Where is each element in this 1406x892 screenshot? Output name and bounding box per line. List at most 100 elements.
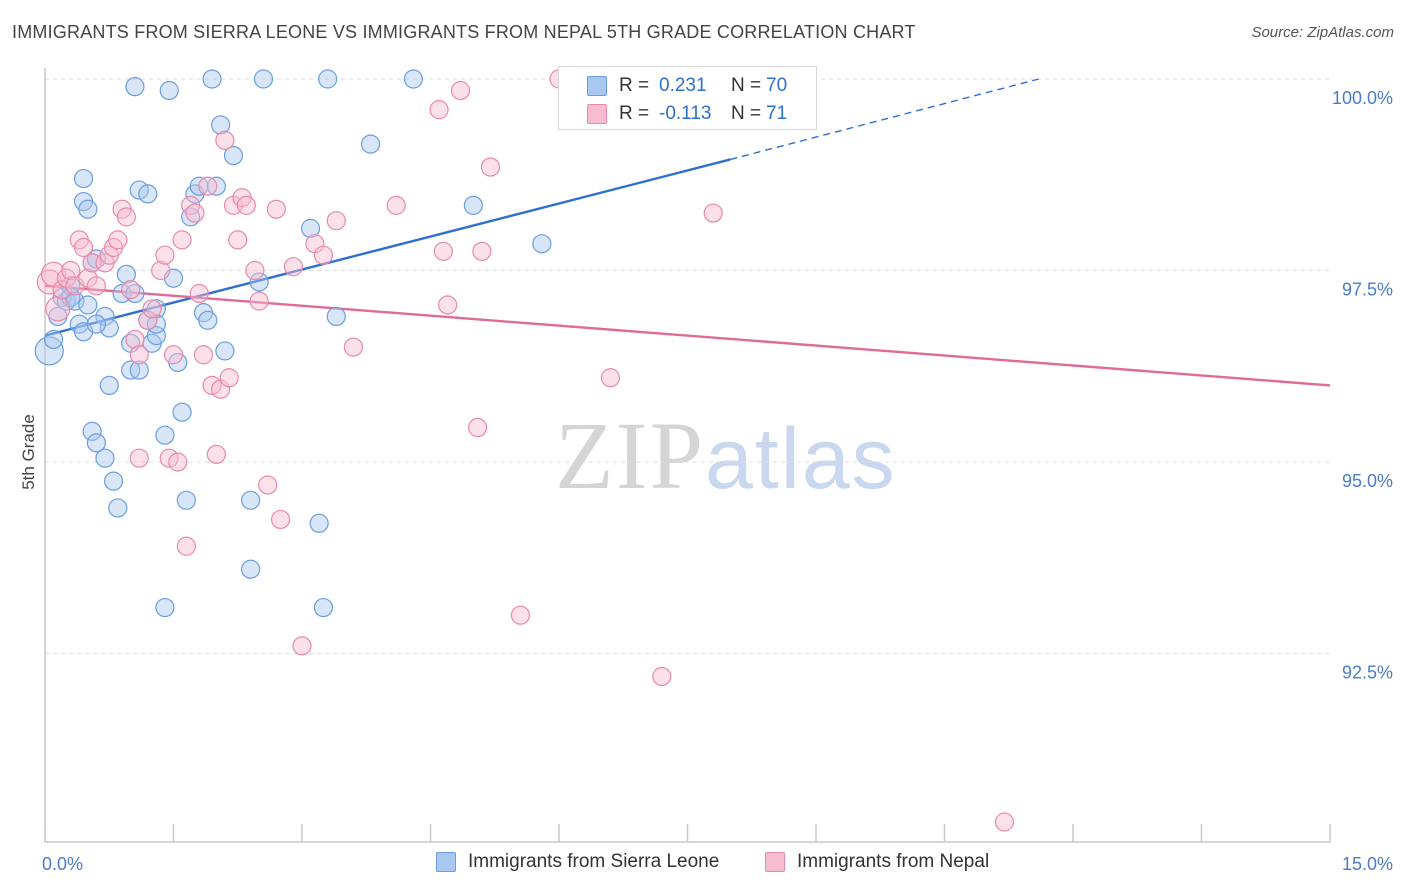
y-tick-label: 92.5% (1342, 663, 1393, 683)
point-sierra-leone (211, 115, 231, 135)
point-nepal (108, 230, 128, 250)
point-nepal (472, 241, 492, 261)
point-sierra-leone (318, 69, 338, 89)
point-sierra-leone (95, 448, 115, 468)
point-sierra-leone (99, 318, 119, 338)
legend-row-sierra-leone: R = 0.231 N = 70 (559, 73, 818, 99)
legend-n-label: N = (731, 75, 762, 96)
point-nepal (142, 299, 162, 319)
point-nepal (45, 296, 71, 322)
point-sierra-leone (326, 306, 346, 327)
point-sierra-leone (463, 195, 483, 215)
point-nepal (258, 475, 278, 495)
point-sierra-leone (198, 310, 218, 330)
point-sierra-leone (99, 375, 119, 395)
point-sierra-leone (138, 184, 158, 204)
point-sierra-leone (253, 69, 274, 89)
point-nepal (215, 130, 235, 150)
point-sierra-leone (309, 513, 329, 533)
point-nepal (994, 812, 1015, 832)
series-label-nepal: Immigrants from Nepal (797, 851, 990, 872)
point-sierra-leone (360, 134, 381, 154)
point-sierra-leone (155, 425, 175, 445)
point-sierra-leone (82, 421, 102, 441)
point-nepal (292, 636, 312, 656)
point-nepal (163, 345, 184, 365)
watermark: ZIPatlas (555, 400, 897, 511)
point-sierra-leone (403, 69, 423, 89)
chart-source: Source: ZipAtlas.com (1251, 24, 1394, 41)
y-tick-label: 95.0% (1342, 471, 1393, 491)
point-sierra-leone (241, 490, 261, 510)
point-sierra-leone (103, 471, 124, 491)
point-nepal (510, 605, 531, 625)
y-axis-label: 5th Grade (19, 414, 38, 490)
point-nepal (283, 257, 304, 277)
series-label-sierra-leone: Immigrants from Sierra Leone (468, 851, 720, 872)
point-nepal (61, 260, 81, 281)
legend-swatch-sierra-leone (587, 76, 607, 96)
point-sierra-leone (125, 77, 145, 97)
point-nepal (270, 509, 291, 530)
point-nepal (429, 100, 449, 120)
point-sierra-leone (155, 597, 175, 618)
y-tick-label: 100.0% (1332, 88, 1393, 108)
legend-n-label: N = (731, 103, 762, 124)
point-nepal (245, 260, 265, 281)
point-nepal (129, 345, 149, 365)
legend-swatch-nepal (587, 104, 607, 124)
point-sierra-leone (116, 264, 136, 284)
point-nepal (129, 448, 149, 468)
point-sierra-leone (108, 498, 128, 518)
point-sierra-leone (223, 146, 244, 166)
point-nepal (326, 211, 346, 231)
correlation-legend: R = 0.231 N = 70 R = -0.113 N = 71 (558, 66, 817, 130)
point-nepal (155, 245, 175, 265)
legend-r-label: R = (619, 103, 650, 124)
series-legend-sierra-leone[interactable]: Immigrants from Sierra Leone (436, 851, 719, 873)
point-sierra-leone (241, 559, 261, 579)
point-sierra-leone (532, 234, 552, 254)
point-nepal (116, 207, 136, 227)
point-sierra-leone (146, 326, 166, 346)
point-nepal (343, 337, 363, 357)
series-swatch-sierra-leone (436, 852, 456, 872)
point-nepal (125, 329, 145, 350)
point-nepal (249, 291, 269, 311)
trendline-nepal (44, 284, 1331, 387)
series-swatch-nepal (765, 852, 785, 872)
trendline-extension-sierra-leone (730, 78, 1039, 161)
point-sierra-leone (176, 490, 196, 510)
point-nepal (189, 283, 209, 304)
series-legend: Immigrants from Sierra Leone Immigrants … (0, 851, 1406, 879)
legend-n-value: 70 (766, 75, 788, 96)
chart-title: IMMIGRANTS FROM SIERRA LEONE VS IMMIGRAN… (12, 22, 916, 42)
point-sierra-leone (129, 360, 149, 380)
point-sierra-leone (73, 168, 94, 189)
point-nepal (172, 230, 192, 250)
x-tick-label: 15.0% (1342, 854, 1393, 874)
point-nepal (176, 536, 196, 556)
point-nepal (703, 203, 723, 223)
point-nepal (438, 295, 458, 315)
point-nepal (168, 452, 188, 472)
point-sierra-leone (78, 295, 98, 315)
legend-row-nepal: R = -0.113 N = 71 (559, 101, 818, 127)
point-nepal (313, 245, 334, 265)
watermark-atlas: atlas (705, 411, 897, 507)
point-nepal (36, 269, 62, 295)
point-sierra-leone (86, 433, 107, 453)
point-nepal (652, 666, 672, 687)
legend-r-label: R = (619, 75, 650, 96)
point-sierra-leone (300, 218, 321, 238)
series-legend-nepal[interactable]: Immigrants from Nepal (765, 851, 989, 873)
watermark-zip: ZIP (555, 402, 705, 509)
point-sierra-leone (159, 80, 179, 101)
point-sierra-leone (43, 329, 64, 350)
point-nepal (219, 368, 239, 388)
point-sierra-leone (78, 199, 98, 219)
point-nepal (480, 157, 501, 177)
y-tick-label: 97.5% (1342, 280, 1393, 300)
point-nepal (228, 230, 248, 250)
